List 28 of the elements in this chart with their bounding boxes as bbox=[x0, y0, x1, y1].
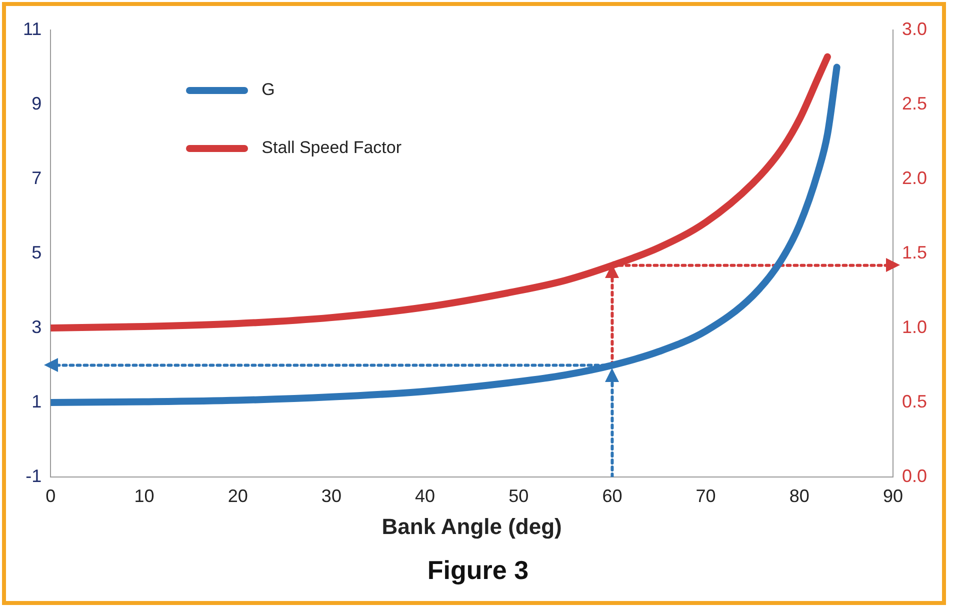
x-tick-label: 30 bbox=[321, 486, 342, 506]
text: Figure 3 bbox=[426, 555, 530, 586]
y-tick-label: 1 bbox=[32, 391, 42, 412]
y-tick-label: 9 bbox=[32, 93, 42, 114]
x-tick-label: 90 bbox=[882, 486, 903, 506]
y2-tick-label: 1.5 bbox=[902, 242, 928, 262]
y2-tick-label: 0.0 bbox=[902, 466, 928, 486]
x-tick-label: 0 bbox=[46, 486, 56, 506]
x-axis-title: Bank Angle (deg) bbox=[382, 514, 562, 539]
y2-tick-label: 2.5 bbox=[902, 93, 928, 114]
legend-label: Stall Speed Factor bbox=[262, 138, 402, 158]
y-tick-label: 5 bbox=[32, 242, 42, 262]
x-tick-label: 40 bbox=[415, 486, 436, 506]
legend-label: G bbox=[262, 80, 275, 100]
y2-tick-label: 2.0 bbox=[902, 168, 928, 188]
y2-tick-label: 0.5 bbox=[902, 391, 928, 412]
x-tick-label: 50 bbox=[508, 486, 529, 506]
y-tick-label: 3 bbox=[32, 316, 42, 337]
x-tick-label: 20 bbox=[228, 486, 248, 506]
y-tick-label: -1 bbox=[26, 466, 42, 486]
x-tick-label: 80 bbox=[789, 486, 810, 506]
y-tick-label: 11 bbox=[23, 18, 42, 39]
y-tick-label: 7 bbox=[32, 168, 42, 188]
y2-tick-label: 1.0 bbox=[902, 316, 928, 337]
y2-tick-label: 3.0 bbox=[902, 18, 928, 39]
x-tick-label: 10 bbox=[134, 486, 154, 506]
x-tick-label: 70 bbox=[696, 486, 716, 506]
x-tick-label: 60 bbox=[602, 486, 622, 506]
